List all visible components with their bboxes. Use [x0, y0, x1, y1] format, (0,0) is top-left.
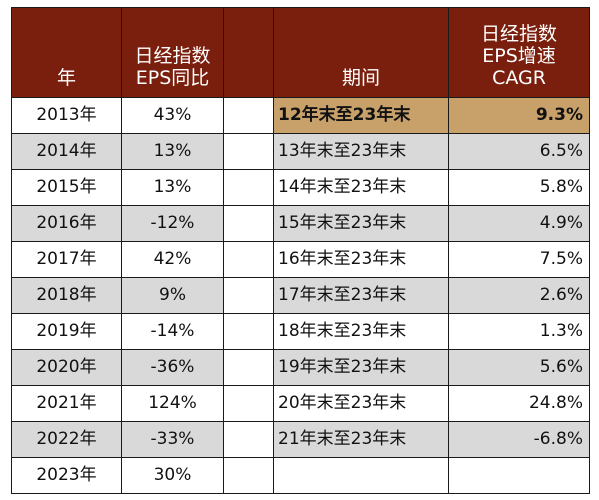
table-row: 2017年 42% 16年末至23年末 7.5%: [11, 241, 590, 278]
eps-yoy-cell: 30%: [121, 457, 224, 494]
eps-yoy-cell: 13%: [121, 133, 224, 170]
table-row: 2014年 13% 13年末至23年末 6.5%: [11, 133, 590, 170]
cagr-cell: 9.3%: [448, 97, 590, 134]
table-row: 2016年 -12% 15年末至23年末 4.9%: [11, 205, 590, 242]
gap-cell: [223, 313, 274, 350]
table-row: 2018年 9% 17年末至23年末 2.6%: [11, 277, 590, 314]
table-row: 2013年 43% 12年末至23年末 9.3%: [11, 97, 590, 134]
header-gap: [223, 7, 274, 98]
gap-cell: [223, 349, 274, 386]
year-cell: 2014年: [11, 133, 122, 170]
cagr-cell: 6.5%: [448, 133, 590, 170]
year-cell: 2019年: [11, 313, 122, 350]
gap-cell: [223, 169, 274, 206]
table-row: 2023年 30%: [11, 457, 590, 494]
period-cell: 12年末至23年末: [273, 97, 449, 134]
period-cell: [273, 457, 449, 494]
gap-cell: [223, 277, 274, 314]
eps-yoy-cell: -14%: [121, 313, 224, 350]
cagr-cell: -6.8%: [448, 421, 590, 458]
eps-table: 年 日经指数 EPS同比 期间 日经指数 EPS增速 CAGR 2013年 43…: [11, 7, 590, 494]
period-cell: 16年末至23年末: [273, 241, 449, 278]
cagr-cell: 4.9%: [448, 205, 590, 242]
header-eps-yoy: 日经指数 EPS同比: [121, 7, 224, 98]
table-header-row: 年 日经指数 EPS同比 期间 日经指数 EPS增速 CAGR: [11, 7, 590, 98]
year-cell: 2016年: [11, 205, 122, 242]
cagr-cell: 7.5%: [448, 241, 590, 278]
gap-cell: [223, 133, 274, 170]
gap-cell: [223, 97, 274, 134]
gap-cell: [223, 385, 274, 422]
cagr-cell: 24.8%: [448, 385, 590, 422]
year-cell: 2022年: [11, 421, 122, 458]
eps-yoy-cell: -33%: [121, 421, 224, 458]
cagr-cell: 2.6%: [448, 277, 590, 314]
table-row: 2019年 -14% 18年末至23年末 1.3%: [11, 313, 590, 350]
eps-yoy-cell: -36%: [121, 349, 224, 386]
eps-yoy-cell: 42%: [121, 241, 224, 278]
cagr-cell: 5.8%: [448, 169, 590, 206]
cagr-cell: 1.3%: [448, 313, 590, 350]
period-cell: 21年末至23年末: [273, 421, 449, 458]
period-cell: 20年末至23年末: [273, 385, 449, 422]
year-cell: 2015年: [11, 169, 122, 206]
period-cell: 14年末至23年末: [273, 169, 449, 206]
table-row: 2020年 -36% 19年末至23年末 5.6%: [11, 349, 590, 386]
cagr-cell: 5.6%: [448, 349, 590, 386]
period-cell: 18年末至23年末: [273, 313, 449, 350]
gap-cell: [223, 241, 274, 278]
table-row: 2015年 13% 14年末至23年末 5.8%: [11, 169, 590, 206]
table-row: 2021年 124% 20年末至23年末 24.8%: [11, 385, 590, 422]
year-cell: 2021年: [11, 385, 122, 422]
year-cell: 2023年: [11, 457, 122, 494]
eps-yoy-cell: -12%: [121, 205, 224, 242]
gap-cell: [223, 205, 274, 242]
year-cell: 2013年: [11, 97, 122, 134]
header-cagr: 日经指数 EPS增速 CAGR: [448, 7, 590, 98]
period-cell: 17年末至23年末: [273, 277, 449, 314]
table-row: 2022年 -33% 21年末至23年末 -6.8%: [11, 421, 590, 458]
eps-yoy-cell: 9%: [121, 277, 224, 314]
period-cell: 19年末至23年末: [273, 349, 449, 386]
eps-yoy-cell: 13%: [121, 169, 224, 206]
year-cell: 2017年: [11, 241, 122, 278]
header-period: 期间: [273, 7, 449, 98]
eps-yoy-cell: 43%: [121, 97, 224, 134]
cagr-cell: [448, 457, 590, 494]
period-cell: 15年末至23年末: [273, 205, 449, 242]
year-cell: 2020年: [11, 349, 122, 386]
period-cell: 13年末至23年末: [273, 133, 449, 170]
eps-yoy-cell: 124%: [121, 385, 224, 422]
year-cell: 2018年: [11, 277, 122, 314]
header-year: 年: [11, 7, 122, 98]
gap-cell: [223, 457, 274, 494]
gap-cell: [223, 421, 274, 458]
